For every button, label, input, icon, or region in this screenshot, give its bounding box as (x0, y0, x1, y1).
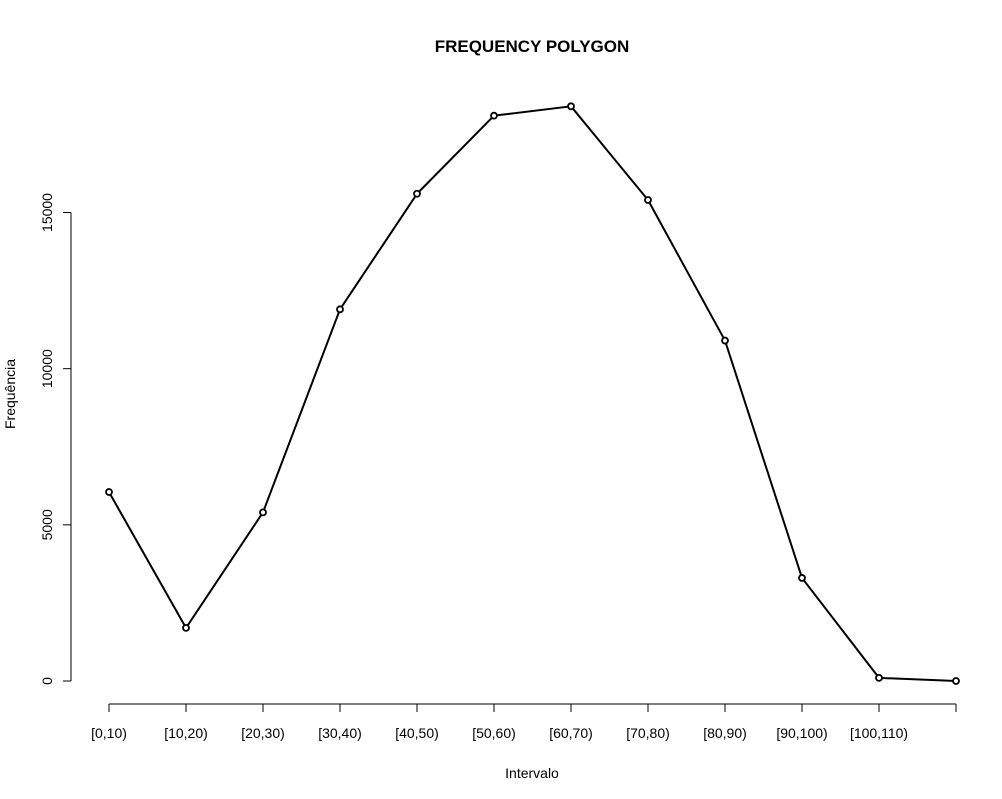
data-point (875, 673, 883, 682)
x-tick-label: [60,70) (549, 725, 593, 741)
x-tick-label: [70,80) (626, 725, 670, 741)
x-tick-label: [40,50) (395, 725, 439, 741)
x-axis-label: Intervalo (505, 765, 559, 781)
data-point (721, 336, 729, 345)
data-point (644, 196, 652, 204)
x-tick-label: [90,100) (776, 725, 827, 741)
y-tick-label: 15000 (39, 193, 55, 232)
data-point (490, 111, 498, 120)
data-point (182, 624, 190, 632)
data-point (798, 574, 806, 582)
x-tick-label: [0,10) (91, 725, 127, 741)
x-axis: [0,10) [10,20) [20,30) [30,40) [40,50) [50,60… (91, 703, 957, 741)
series-group (105, 102, 960, 685)
x-tick-label: [80,90) (703, 725, 747, 741)
data-point (413, 189, 421, 198)
x-tick-label: [50,60) (472, 725, 516, 741)
data-point (259, 508, 267, 517)
y-axis-label: Frequência (2, 359, 18, 429)
y-tick-label: 0 (39, 677, 55, 685)
x-tick-label: [10,20) (164, 725, 208, 741)
chart-title: FREQUENCY POLYGON (435, 37, 630, 56)
y-tick-label: 10000 (39, 349, 55, 388)
series-line (108, 105, 957, 682)
x-tick-label: [20,30) (241, 725, 285, 741)
data-point (952, 677, 960, 685)
data-point (105, 488, 113, 496)
y-axis: 0 5000 10000 15000 (39, 193, 72, 685)
y-tick-label: 5000 (39, 509, 55, 540)
x-tick-label: [100,110) (850, 725, 908, 741)
x-tick-label: [30,40) (318, 725, 362, 741)
data-point (567, 102, 575, 111)
data-point (336, 305, 344, 314)
